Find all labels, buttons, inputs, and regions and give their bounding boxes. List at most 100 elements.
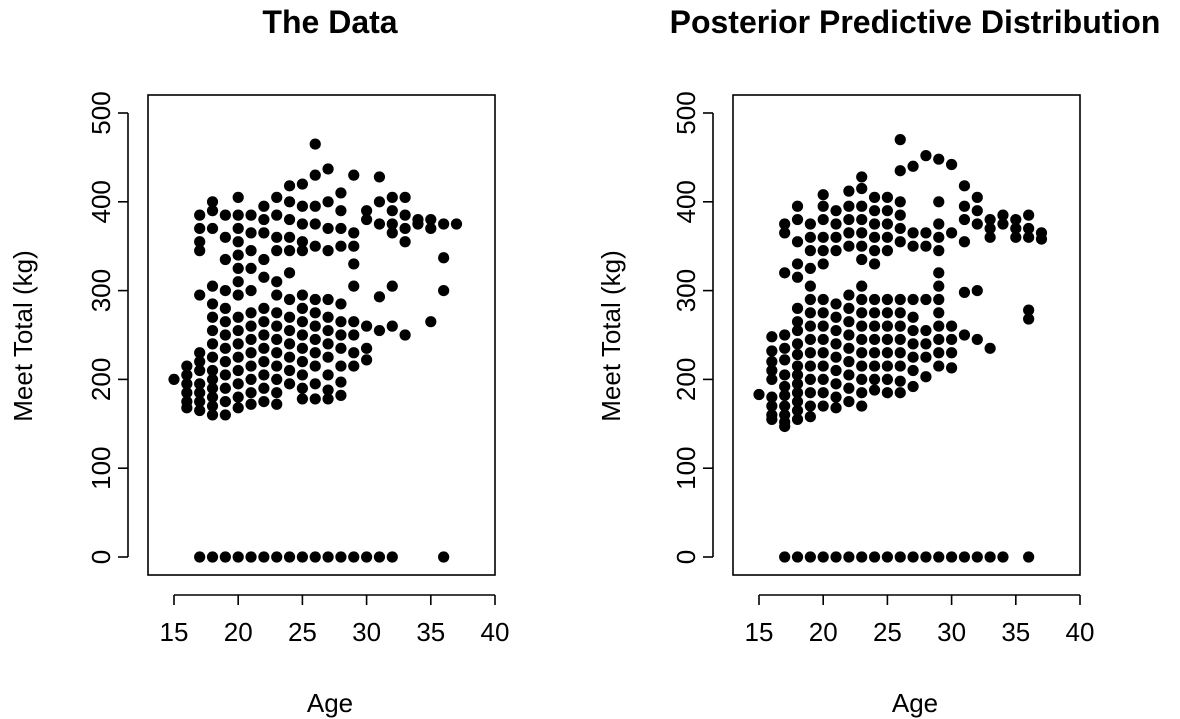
- data-point: [194, 245, 206, 257]
- panel-right-plot-frame: [732, 94, 1081, 576]
- data-point: [894, 360, 906, 372]
- data-point: [830, 324, 842, 337]
- x-tick-label: 20: [809, 617, 838, 647]
- data-point: [206, 298, 219, 310]
- data-point: [843, 302, 855, 314]
- data-point: [868, 307, 881, 319]
- data-point: [920, 551, 932, 563]
- data-point: [206, 551, 219, 563]
- data-point: [386, 320, 398, 332]
- data-point: [817, 258, 829, 270]
- data-point: [804, 320, 816, 332]
- data-point: [843, 289, 855, 301]
- data-point: [958, 551, 971, 563]
- data-point: [920, 293, 932, 306]
- data-point: [984, 213, 996, 226]
- x-tick-label: 30: [937, 617, 966, 647]
- data-point: [958, 213, 971, 226]
- data-point: [322, 351, 334, 363]
- data-point: [296, 329, 308, 341]
- data-point: [894, 165, 906, 177]
- data-point: [791, 271, 804, 283]
- data-point: [309, 347, 321, 359]
- data-point: [296, 342, 308, 354]
- y-tick-label: 300: [86, 269, 116, 312]
- data-point: [766, 400, 778, 412]
- data-point: [804, 280, 816, 292]
- data-point: [168, 373, 180, 385]
- data-point: [322, 384, 334, 396]
- data-point: [894, 293, 906, 306]
- data-point: [206, 280, 219, 292]
- panel-right-y-axis-label: Meet Total (kg): [596, 250, 626, 421]
- data-point: [868, 360, 881, 372]
- y-tick-label: 200: [671, 358, 701, 401]
- data-point: [843, 213, 855, 226]
- y-tick-label: 100: [86, 447, 116, 490]
- data-point: [309, 169, 321, 181]
- data-point: [933, 347, 945, 359]
- data-point: [766, 345, 778, 357]
- data-point: [856, 280, 868, 292]
- data-point: [804, 373, 816, 385]
- data-point: [348, 227, 360, 239]
- x-tick-label: 40: [1066, 617, 1095, 647]
- data-point: [804, 262, 816, 274]
- data-point: [804, 360, 816, 372]
- data-point: [920, 324, 932, 337]
- data-point: [232, 551, 244, 563]
- data-point: [219, 209, 231, 221]
- data-point: [804, 347, 816, 359]
- data-point: [219, 409, 231, 421]
- data-point: [804, 551, 816, 563]
- data-point: [245, 387, 257, 399]
- data-point: [258, 356, 270, 368]
- data-point: [194, 404, 206, 417]
- data-point: [817, 360, 829, 372]
- data-point: [933, 320, 945, 332]
- data-point: [245, 360, 257, 372]
- data-point: [232, 222, 244, 235]
- data-point: [817, 387, 829, 399]
- data-point: [920, 150, 932, 162]
- data-point: [830, 231, 842, 243]
- data-point: [386, 205, 398, 217]
- data-point: [296, 369, 308, 381]
- data-point: [348, 280, 360, 292]
- data-point: [206, 222, 219, 235]
- data-point: [984, 342, 996, 354]
- data-point: [856, 213, 868, 226]
- data-point: [1010, 222, 1022, 235]
- data-point: [817, 551, 829, 563]
- data-point: [258, 200, 270, 212]
- data-point: [271, 333, 283, 346]
- data-point: [843, 356, 855, 368]
- data-point: [843, 185, 855, 197]
- data-point: [232, 249, 244, 261]
- data-point: [348, 169, 360, 181]
- data-point: [245, 285, 257, 297]
- data-point: [296, 200, 308, 212]
- data-point: [1023, 231, 1035, 243]
- data-point: [856, 373, 868, 385]
- data-point: [245, 245, 257, 257]
- data-point: [997, 218, 1009, 230]
- data-point: [271, 387, 283, 399]
- data-point: [348, 360, 360, 372]
- data-point: [335, 389, 347, 401]
- data-point: [232, 324, 244, 337]
- panel-left-plot-frame: [147, 94, 496, 576]
- data-point: [271, 245, 283, 257]
- data-point: [283, 364, 296, 377]
- data-point: [817, 373, 829, 385]
- data-point: [296, 289, 308, 301]
- x-tick-label: 30: [352, 617, 381, 647]
- data-point: [830, 351, 842, 363]
- data-point: [219, 369, 231, 381]
- data-point: [907, 227, 919, 239]
- data-point: [206, 311, 219, 323]
- data-point: [399, 329, 411, 341]
- data-point: [868, 258, 881, 270]
- data-point: [894, 347, 906, 359]
